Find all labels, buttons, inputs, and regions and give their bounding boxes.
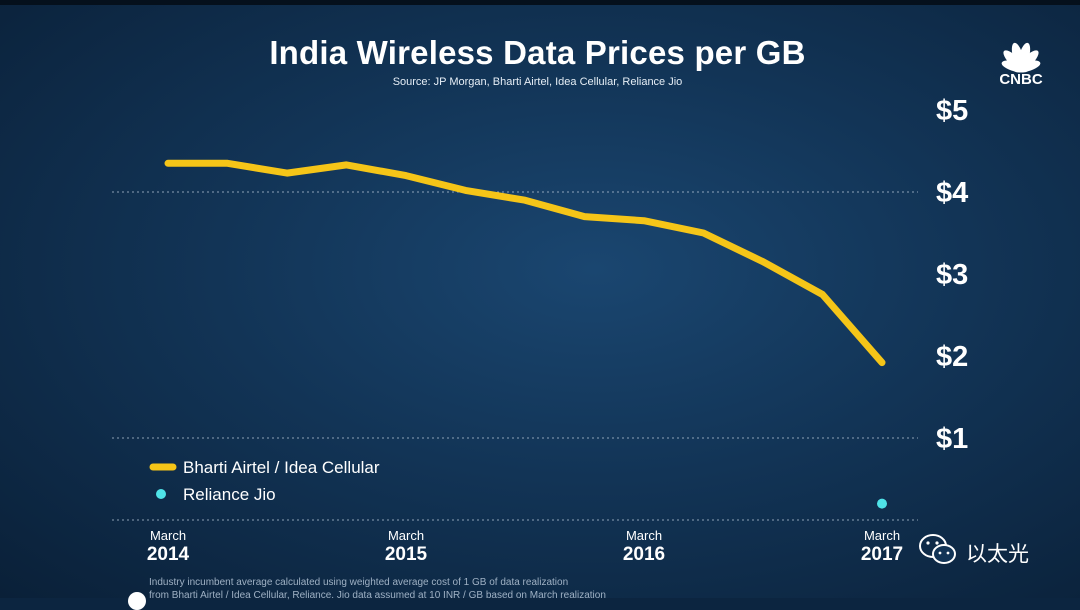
footnote-line-1: Industry incumbent average calculated us…: [149, 577, 569, 588]
wechat-icon: [919, 534, 956, 564]
y-tick-label: $2: [936, 341, 968, 373]
x-tick-month: March: [150, 528, 186, 543]
y-axis-labels: $5 $4 $3 $2 $1: [936, 95, 968, 455]
gridlines: [112, 191, 918, 521]
legend-dot-marker: [156, 489, 166, 499]
data-point-jio: [877, 498, 887, 509]
x-tick-year: 2017: [861, 544, 903, 565]
x-tick-year: 2014: [147, 544, 190, 565]
x-tick-month: March: [864, 528, 900, 543]
footnote-line-2: from Bharti Airtel / Idea Cellular, Reli…: [149, 590, 606, 601]
watermark-text: 以太光: [966, 543, 1029, 566]
x-tick-year: 2016: [623, 544, 665, 565]
cnbc-logo: CNBC: [999, 42, 1043, 86]
series-group: [164, 159, 887, 509]
cnbc-wordmark: CNBC: [999, 71, 1042, 86]
series-line-airtel-idea: [164, 159, 886, 367]
legend-label-airtel: Bharti Airtel / Idea Cellular: [183, 458, 380, 477]
y-tick-label: $1: [936, 423, 968, 455]
y-tick-label: $4: [936, 177, 968, 209]
y-tick-label: $3: [936, 259, 968, 291]
top-bar: [0, 0, 1080, 5]
legend-label-jio: Reliance Jio: [183, 485, 276, 504]
legend: Bharti Airtel / Idea Cellular Reliance J…: [149, 458, 380, 504]
x-tick-month: March: [626, 528, 662, 543]
x-tick-month: March: [388, 528, 424, 543]
y-tick-label: $5: [936, 95, 968, 127]
x-tick-year: 2015: [385, 544, 428, 565]
play-indicator: [128, 592, 146, 610]
chart-source: Source: JP Morgan, Bharti Airtel, Idea C…: [392, 76, 683, 88]
chart-title: India Wireless Data Prices per GB: [269, 34, 806, 71]
peacock-icon: [1001, 42, 1041, 73]
